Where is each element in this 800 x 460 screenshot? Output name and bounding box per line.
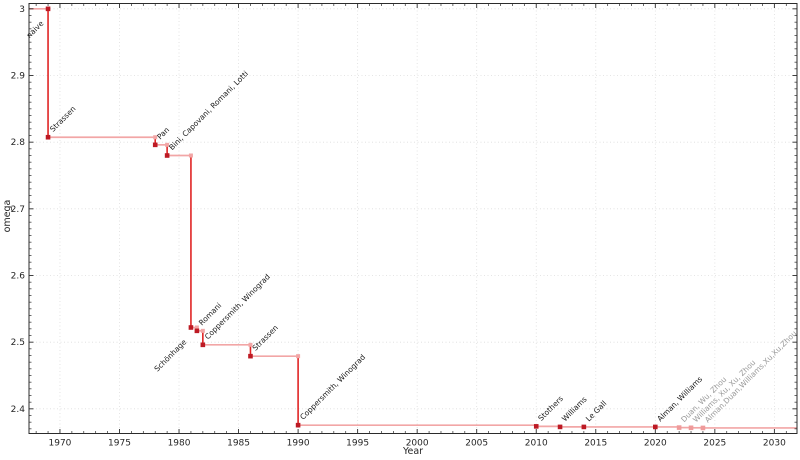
data-point-label: Strassen	[251, 323, 281, 353]
data-point-label: Pan	[155, 125, 171, 141]
data-point-label: Alman,Duan,Williams,Xu,Xu,Zhou	[703, 329, 799, 425]
x-tick-label: 2020	[644, 439, 667, 449]
corner-marker	[248, 342, 253, 347]
corner-marker	[200, 328, 205, 333]
data-point-marker	[152, 142, 158, 148]
data-point-label: Williams	[560, 395, 589, 424]
y-tick-label: 3	[19, 5, 25, 15]
data-point-marker	[188, 325, 194, 330]
data-point-marker	[200, 342, 206, 348]
data-point-marker	[164, 153, 170, 158]
corner-marker	[165, 142, 170, 147]
data-point-marker	[295, 422, 301, 428]
data-point-label: Coppersmith, Winograd	[298, 352, 367, 421]
data-point-label: naive	[25, 19, 46, 40]
x-tick-label: 2030	[763, 439, 786, 449]
x-tick-label: 1980	[168, 439, 191, 449]
x-tick-label: 1995	[346, 439, 369, 449]
data-point-marker	[557, 424, 563, 430]
x-tick-label: 2005	[465, 439, 488, 449]
x-tick-label: 2010	[525, 439, 548, 449]
corner-marker	[188, 153, 193, 158]
x-tick-label: 1975	[108, 439, 131, 449]
data-point-marker	[676, 425, 682, 430]
data-point-label: Bini, Capovani, Romani, Lotti	[167, 69, 250, 152]
y-tick-label: 2.6	[11, 272, 26, 282]
data-point-marker	[700, 425, 706, 431]
data-point-marker	[45, 134, 51, 140]
data-point-marker	[45, 6, 51, 12]
corner-marker	[194, 325, 199, 330]
data-point-marker	[653, 424, 658, 430]
data-point-marker	[533, 424, 539, 429]
x-tick-label: 2000	[406, 439, 429, 449]
data-point-marker	[194, 328, 200, 334]
x-tick-label: 2015	[584, 439, 607, 449]
y-tick-label: 2.5	[11, 338, 25, 348]
x-tick-label: 1970	[49, 439, 72, 449]
y-tick-label: 2.7	[11, 205, 25, 215]
data-point-label: Strassen	[48, 104, 78, 134]
corner-marker	[153, 135, 158, 140]
y-tick-label: 2.8	[11, 138, 26, 148]
x-tick-label: 1985	[227, 439, 250, 449]
y-tick-label: 2.9	[11, 72, 26, 82]
plot-frame	[28, 3, 798, 434]
x-axis-title: Year	[402, 446, 424, 457]
data-point-label: Williams, Xu, Xu, Zhou	[691, 358, 757, 424]
data-point-marker	[688, 425, 694, 431]
corner-marker	[296, 354, 301, 359]
data-point-marker	[581, 424, 587, 430]
y-axis-title: omega	[2, 199, 13, 233]
data-point-label: Schönhage	[152, 337, 188, 373]
y-tick-label: 2.4	[11, 405, 26, 415]
x-tick-label: 2025	[703, 439, 726, 449]
x-tick-label: 1990	[287, 439, 310, 449]
data-point-marker	[248, 353, 253, 359]
